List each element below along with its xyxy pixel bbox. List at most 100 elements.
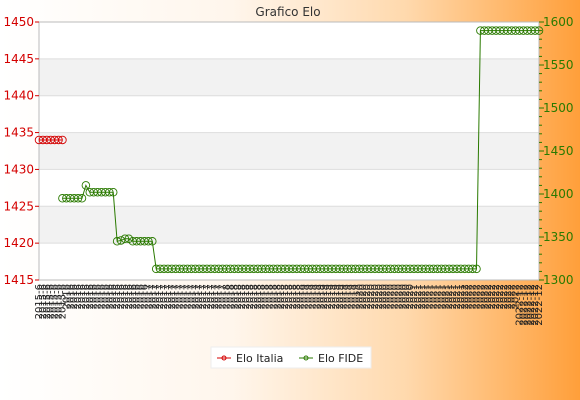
x-axis-label: 2017 <box>186 284 197 309</box>
left-axis-label: 1425 <box>3 199 34 213</box>
x-axis-label: 2017 <box>194 284 205 309</box>
data-point <box>116 236 126 245</box>
x-axis-label: 2016 <box>124 284 135 309</box>
legend-box <box>210 346 372 369</box>
x-axis-label: 2019 <box>300 284 311 309</box>
x-axis-label: 2018 <box>272 284 283 309</box>
x-axis-label: 2016 <box>139 284 150 309</box>
x-axis-label: 2016 <box>65 284 76 309</box>
x-axis-label: 2021 <box>440 284 451 309</box>
x-axis-label: 2021 <box>425 284 436 309</box>
data-point <box>58 135 67 145</box>
x-axis-label: 2018 <box>296 284 307 309</box>
x-axis-label: 2021 <box>436 284 447 309</box>
x-axis-label: 2018 <box>268 284 279 309</box>
right-axis-label: 1500 <box>543 101 574 115</box>
data-point <box>120 234 130 243</box>
x-axis-label: 2020 <box>386 284 397 309</box>
x-axis-label: 2020 <box>374 284 385 309</box>
x-axis-label: 2018 <box>241 284 252 309</box>
x-axis-label: 2020 <box>405 284 416 309</box>
x-axis-label: 2017 <box>175 284 186 309</box>
x-axis-label: 2022 <box>495 284 506 309</box>
x-axis-label: 2021 <box>444 284 455 309</box>
x-axis-label: 2017 <box>214 284 225 309</box>
x-axis-label: 2016 <box>112 284 123 309</box>
x-axis-label: 2022 <box>460 284 471 309</box>
plot-band <box>39 58 539 96</box>
x-axis-label: 2019 <box>323 284 334 309</box>
x-axis-label: 2019 <box>307 284 318 309</box>
right-axis-label: 1600 <box>543 15 574 29</box>
x-axis-label: 2019 <box>339 284 350 309</box>
right-axis-label: 1400 <box>543 187 574 201</box>
x-axis-label: 2016 <box>100 284 111 309</box>
x-axis-label: 2018 <box>288 284 299 309</box>
x-axis-label: 2022 <box>483 284 494 309</box>
x-axis-label: 2021 <box>432 284 443 309</box>
x-axis-label: 2022 <box>499 284 510 309</box>
x-axis-label: 2022 <box>472 284 483 309</box>
data-point <box>54 135 63 145</box>
x-axis-label: 2019 <box>347 284 358 309</box>
x-axis-label: 2022-12 <box>514 284 525 326</box>
data-point <box>108 188 118 197</box>
x-axis-label: 2016 <box>136 284 147 309</box>
x-axis-label: 2016 <box>81 284 92 309</box>
x-axis-label: 2022 <box>491 284 502 309</box>
x-axis-label: 2018 <box>249 284 260 309</box>
x-axis-label: 2017 <box>159 284 170 309</box>
x-axis-label: 2017 <box>202 284 213 309</box>
x-axis-label: 2016 <box>120 284 131 309</box>
data-point <box>112 237 122 246</box>
x-axis-label: 2022 <box>487 284 498 309</box>
x-axis-label: 2018 <box>284 284 295 309</box>
data-point <box>73 194 83 203</box>
x-axis-label: 2020 <box>389 284 400 309</box>
x-axis-label: 2018 <box>280 284 291 309</box>
x-axis-label: 2019 <box>327 284 338 309</box>
x-axis-label: 2017 <box>171 284 182 309</box>
x-axis-label: 2022 <box>468 284 479 309</box>
x-axis-label: 2022-12 <box>518 284 529 326</box>
data-point <box>468 264 477 274</box>
x-axis-label: 2016 <box>93 284 104 309</box>
left-axis-label: 1430 <box>3 162 34 176</box>
x-axis-label: 2017 <box>198 284 209 309</box>
x-axis-label: 2022-12 <box>530 284 541 326</box>
x-axis-label: 2015-6 <box>42 284 53 319</box>
x-axis-label: 2022 <box>503 284 514 309</box>
x-axis-label: 2020 <box>378 284 389 309</box>
left-axis-label: 1450 <box>3 15 34 29</box>
x-axis-label: 2019 <box>304 284 315 309</box>
x-axis-label: 2018 <box>292 284 303 309</box>
x-axis-label: 2019 <box>311 284 322 309</box>
data-point <box>77 194 87 203</box>
x-axis-label: 2022 <box>475 284 486 309</box>
x-axis-label: 2022 <box>464 284 475 309</box>
x-axis-label: 2019 <box>343 284 354 309</box>
x-axis-label: 2020 <box>354 284 365 309</box>
x-axis-label: 2016 <box>97 284 108 309</box>
x-axis-label: 2021 <box>417 284 428 309</box>
x-axis-label: 2021 <box>413 284 424 309</box>
x-axis-label: 2016 <box>116 284 127 309</box>
left-axis-label: 1445 <box>3 52 34 66</box>
data-point <box>144 237 153 246</box>
x-axis-label: 2018 <box>229 284 240 309</box>
x-axis-label: 2020 <box>393 284 404 309</box>
x-axis-label: 2020 <box>401 284 412 309</box>
x-axis-label: 2021 <box>452 284 463 309</box>
x-axis-label: 2019 <box>319 284 330 309</box>
data-point <box>105 188 114 197</box>
plot-band <box>39 132 539 170</box>
x-axis-label: 2019 <box>350 284 361 309</box>
x-axis-label: 2020 <box>366 284 377 309</box>
x-axis-label: 2015-6 <box>34 284 45 319</box>
x-axis-label: 2015-6 <box>46 284 57 319</box>
x-axis-label: 2015-6 <box>54 284 65 319</box>
x-axis-label: 2018 <box>222 284 233 309</box>
legend-label: Elo Italia <box>236 352 283 365</box>
x-axis-label: 2016 <box>69 284 80 309</box>
left-axis-label: 1415 <box>3 273 34 287</box>
